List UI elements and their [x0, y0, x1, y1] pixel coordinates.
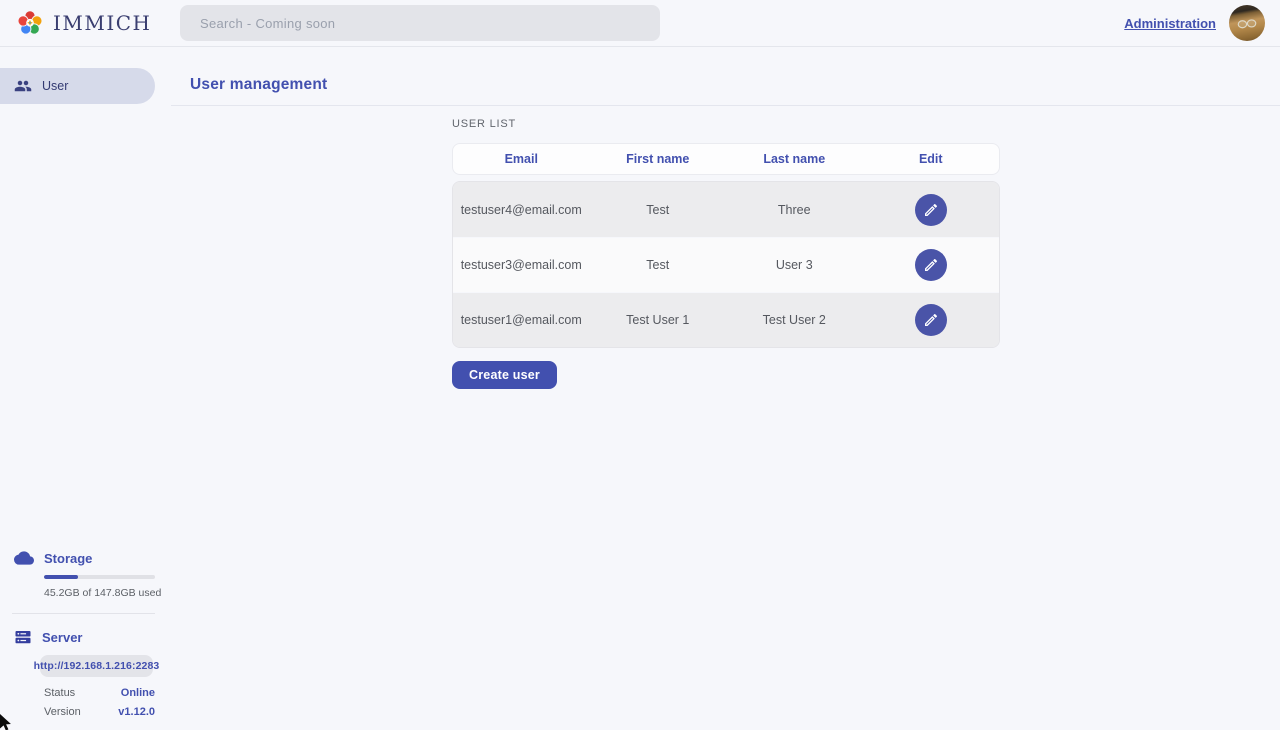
server-version-value: v1.12.0	[118, 706, 155, 718]
cell-first-name: Test	[646, 202, 670, 217]
storage-progress-fill	[44, 575, 78, 579]
page-title: User management	[190, 76, 328, 93]
server-url-badge: http://192.168.1.216:2283	[34, 655, 159, 677]
create-user-button[interactable]: Create user	[452, 361, 557, 389]
main-content: User management USER LIST Email First nam…	[171, 47, 1280, 730]
avatar-photo-glasses	[1237, 19, 1257, 29]
column-header: Edit	[918, 152, 943, 166]
page-header: User management	[171, 47, 1280, 106]
table-row: testuser3@email.com Test User 3	[453, 237, 999, 292]
edit-user-button[interactable]	[914, 304, 947, 336]
storage-section: Storage 45.2GB of 147.8GB used	[0, 548, 171, 599]
cloud-icon	[14, 548, 34, 568]
server-status-label: Status	[44, 687, 76, 699]
server-status-value: Online	[120, 687, 155, 699]
top-navigation-bar: IMMICH Administration	[0, 0, 1280, 47]
sidebar-divider	[12, 613, 155, 614]
sidebar-item-user[interactable]: User	[0, 68, 155, 104]
users-icon	[14, 77, 32, 95]
server-title: Server	[42, 629, 83, 645]
storage-usage-text: 45.2GB of 147.8GB used	[44, 587, 162, 599]
search-input[interactable]	[180, 5, 660, 41]
cell-last-name: Three	[777, 202, 811, 217]
column-header: Last name	[763, 152, 826, 166]
table-row: testuser1@email.com Test User 1 Test Use…	[453, 292, 999, 347]
cell-last-name: Test User 2	[762, 313, 826, 327]
cell-email: testuser4@email.com	[460, 202, 582, 217]
cell-first-name: Test User 1	[626, 313, 690, 327]
immich-flower-icon	[17, 10, 43, 35]
pencil-icon	[924, 314, 937, 326]
sidebar-footer: Storage 45.2GB of 147.8GB used	[0, 548, 171, 730]
edit-user-button[interactable]	[914, 193, 947, 226]
cell-last-name: User 3	[775, 258, 813, 272]
pencil-icon	[924, 203, 937, 216]
cell-email: testuser1@email.com	[460, 313, 582, 327]
user-table-header: Email First name Last name Edit	[452, 143, 1000, 175]
app-logo[interactable]: IMMICH	[16, 9, 164, 37]
storage-progress-bar	[44, 575, 155, 579]
table-row: testuser4@email.com Test Three	[453, 182, 999, 237]
cell-email: testuser3@email.com	[460, 258, 582, 272]
sidebar-item-label: User	[42, 79, 69, 93]
column-header: First name	[626, 152, 690, 166]
user-table: testuser4@email.com Test Three testuser3…	[452, 181, 1000, 348]
storage-title: Storage	[44, 550, 93, 566]
server-section: Server http://192.168.1.216:2283 Status …	[0, 628, 171, 718]
admin-sidebar: User Storage 45.2GB of 147.8GB used	[0, 47, 171, 730]
pencil-icon	[924, 259, 937, 271]
app-title: IMMICH	[53, 11, 152, 35]
cell-first-name: Test	[646, 258, 670, 272]
server-version-label: Version	[44, 706, 81, 718]
column-header: Email	[504, 152, 538, 166]
administration-link[interactable]: Administration	[1124, 15, 1216, 31]
edit-user-button[interactable]	[914, 249, 947, 281]
server-icon	[14, 628, 32, 646]
user-avatar[interactable]	[1229, 5, 1265, 41]
user-list-label: USER LIST	[452, 118, 517, 130]
